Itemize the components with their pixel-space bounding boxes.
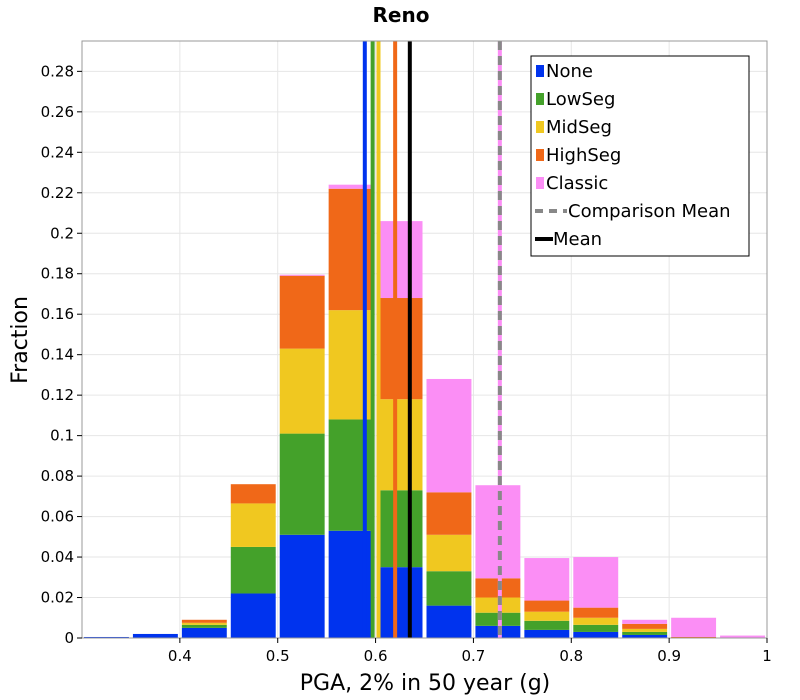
bar-segment-classic bbox=[377, 221, 423, 299]
bar-segment-highseg bbox=[524, 600, 570, 612]
bar-segment-none bbox=[279, 534, 325, 638]
legend-label-mean: Mean bbox=[553, 229, 602, 250]
plot-border bbox=[81, 40, 768, 639]
y-axis-label: Fraction bbox=[8, 296, 33, 384]
bar-segment-none bbox=[132, 633, 178, 638]
bar-segment-midseg bbox=[524, 611, 570, 621]
bar-segment-midseg bbox=[328, 310, 374, 420]
bar-segment-none bbox=[622, 634, 668, 638]
bar-segment-lowseg bbox=[524, 620, 570, 630]
bar-segment-classic bbox=[671, 617, 717, 637]
legend: None LowSeg MidSeg HighSeg Classic Comparison… bbox=[530, 55, 750, 257]
bar-segment-midseg bbox=[230, 503, 276, 547]
x-tick-label: 0.6 bbox=[364, 647, 388, 665]
bar-segment-classic bbox=[328, 184, 374, 189]
legend-swatch-midseg bbox=[536, 121, 544, 133]
bar-segment-highseg bbox=[622, 623, 668, 629]
bar-segment-midseg bbox=[573, 617, 619, 625]
x-tick-label: 1 bbox=[762, 647, 772, 665]
y-tick-label: 0.08 bbox=[41, 467, 74, 485]
bar-segment-highseg bbox=[230, 484, 276, 504]
bar-segment-lowseg bbox=[328, 419, 374, 531]
y-tick-label: 0.1 bbox=[50, 427, 74, 445]
bar-segment-none bbox=[524, 629, 570, 638]
bar-segment-none bbox=[230, 593, 276, 638]
legend-swatch-none bbox=[536, 65, 544, 77]
bar-segment-none bbox=[84, 636, 129, 638]
legend-label-midseg: MidSeg bbox=[546, 117, 612, 138]
y-tick-label: 0 bbox=[64, 629, 74, 647]
y-tick-label: 0.14 bbox=[41, 346, 74, 364]
bar-segment-lowseg bbox=[279, 433, 325, 535]
y-tick-label: 0.2 bbox=[50, 224, 74, 242]
legend-swatch-lowseg bbox=[536, 93, 544, 105]
y-tick-label: 0.22 bbox=[41, 184, 74, 202]
legend-swatch-classic bbox=[536, 177, 544, 189]
legend-label-lowseg: LowSeg bbox=[546, 89, 615, 110]
bar-segment-none bbox=[181, 627, 227, 638]
x-tick-label: 0.7 bbox=[461, 647, 485, 665]
bar-segment-classic bbox=[426, 378, 472, 493]
x-axis-ticks: 0.4 0.5 0.6 0.7 0.8 0.9 1 bbox=[168, 638, 772, 665]
bar-segment-highseg bbox=[279, 275, 325, 349]
chart-title: Reno bbox=[373, 3, 430, 27]
bar-segment-lowseg bbox=[181, 624, 227, 628]
bar-segment-classic bbox=[622, 619, 668, 624]
x-tick-label: 0.9 bbox=[657, 647, 681, 665]
bar-segment-midseg bbox=[279, 348, 325, 434]
legend-box bbox=[530, 55, 750, 257]
x-tick-label: 0.5 bbox=[266, 647, 290, 665]
y-tick-label: 0.06 bbox=[41, 508, 74, 526]
bar-segment-lowseg bbox=[622, 631, 668, 635]
legend-swatch-highseg bbox=[536, 149, 544, 161]
legend-label-classic: Classic bbox=[546, 173, 608, 194]
bar-segment-classic bbox=[573, 557, 619, 608]
bar-segment-lowseg bbox=[573, 624, 619, 632]
bar-segment-highseg bbox=[426, 492, 472, 535]
bar-segment-none bbox=[328, 530, 374, 638]
y-tick-label: 0.18 bbox=[41, 265, 74, 283]
bar-segment-lowseg bbox=[230, 546, 276, 594]
legend-label-comparison-mean: Comparison Mean bbox=[568, 201, 731, 222]
bar-segment-classic bbox=[524, 558, 570, 601]
y-tick-label: 0.12 bbox=[41, 386, 74, 404]
y-tick-label: 0.04 bbox=[41, 548, 74, 566]
y-tick-label: 0.28 bbox=[41, 62, 74, 80]
bar-segment-highseg bbox=[328, 188, 374, 311]
y-tick-label: 0.02 bbox=[41, 589, 74, 607]
bar-segment-none bbox=[426, 605, 472, 638]
bar-segment-classic bbox=[720, 635, 765, 638]
bar-segment-midseg bbox=[377, 399, 423, 491]
bar-segment-midseg bbox=[181, 622, 227, 625]
bar-segment-none bbox=[573, 631, 619, 638]
y-tick-label: 0.16 bbox=[41, 305, 74, 323]
y-tick-label: 0.26 bbox=[41, 103, 74, 121]
bar-segment-none bbox=[377, 567, 423, 638]
bar-segment-highseg bbox=[377, 298, 423, 400]
bar-segment-lowseg bbox=[426, 571, 472, 606]
bar-segment-classic bbox=[279, 274, 325, 276]
bar-segment-highseg bbox=[181, 619, 227, 623]
y-axis-ticks: 0 0.02 0.04 0.06 0.08 0.1 0.12 0.14 0.16 0.18 0.2 0… bbox=[41, 62, 82, 647]
bar-segment-highseg bbox=[573, 607, 619, 618]
y-tick-label: 0.24 bbox=[41, 143, 74, 161]
bar-segment-highseg bbox=[671, 636, 717, 638]
bar-segment-midseg bbox=[426, 534, 472, 572]
bar-segment-midseg bbox=[622, 628, 668, 632]
x-tick-label: 0.4 bbox=[168, 647, 192, 665]
bar-segment-lowseg bbox=[377, 490, 423, 568]
x-axis-label: PGA, 2% in 50 year (g) bbox=[300, 671, 551, 696]
mean-lines-group bbox=[362, 41, 502, 638]
bars-group bbox=[84, 184, 765, 638]
x-tick-label: 0.8 bbox=[559, 647, 583, 665]
legend-label-none: None bbox=[546, 61, 593, 82]
legend-label-highseg: HighSeg bbox=[546, 145, 621, 166]
